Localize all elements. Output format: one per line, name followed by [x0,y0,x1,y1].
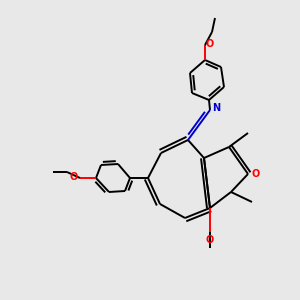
Text: N: N [212,103,220,113]
Text: O: O [70,172,78,182]
Text: O: O [252,169,260,179]
Text: O: O [206,235,214,245]
Text: O: O [206,39,214,49]
